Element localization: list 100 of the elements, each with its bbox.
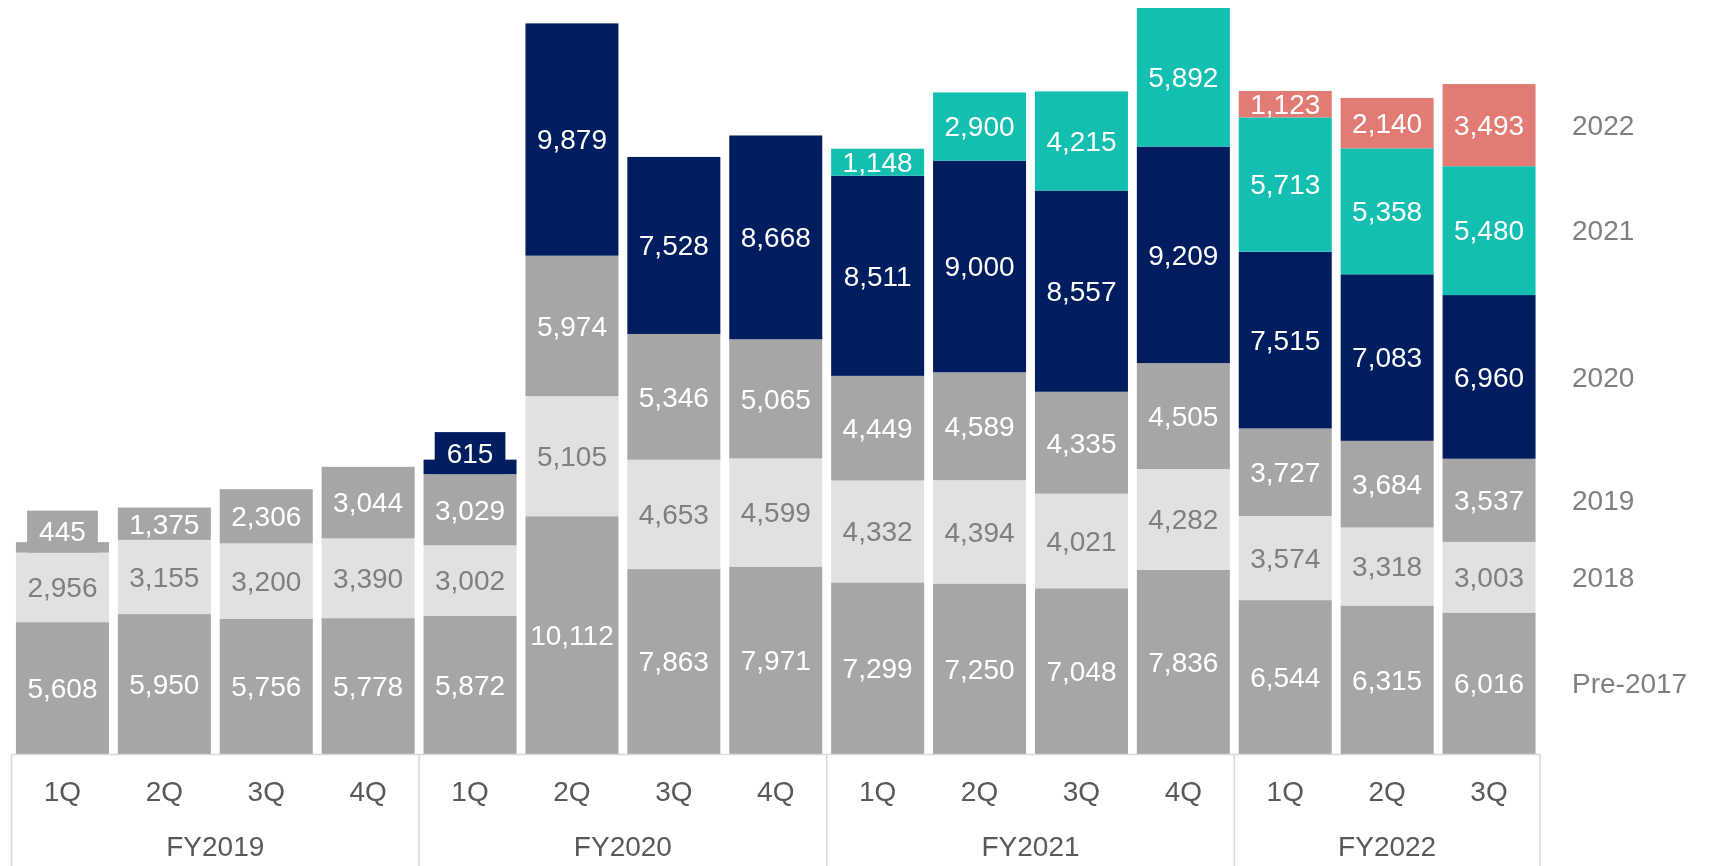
- bar: [1340, 274, 1434, 441]
- bar: [1034, 588, 1128, 754]
- data-label: 5,892: [1148, 62, 1219, 94]
- bar: [1034, 91, 1128, 191]
- x-tick-label: 3Q: [1062, 775, 1101, 807]
- bar: [1238, 251, 1332, 429]
- series-label: 2021: [1572, 215, 1635, 247]
- data-label: 4,215: [1046, 125, 1117, 157]
- bar: [627, 569, 721, 754]
- data-label: 6,016: [1454, 668, 1525, 700]
- bar: [1442, 84, 1536, 167]
- series-label: Pre-2017: [1572, 668, 1688, 700]
- bar: [831, 582, 925, 754]
- bar: [1136, 8, 1230, 147]
- data-label: 3,155: [129, 561, 200, 593]
- bar: [729, 135, 823, 340]
- data-label: 1,375: [129, 508, 200, 540]
- data-label: 445: [39, 516, 86, 548]
- x-tick-label: 3Q: [247, 775, 285, 807]
- data-label: 4,282: [1148, 504, 1219, 536]
- data-label: 2,900: [944, 111, 1015, 143]
- text: FY2022: [1338, 830, 1437, 862]
- data-label: 3,684: [1352, 468, 1423, 500]
- data-label: 4,332: [842, 516, 913, 548]
- x-tick-label: 4Q: [757, 775, 795, 807]
- x-tick-label: 2Q: [960, 775, 999, 807]
- data-label: 4,394: [944, 516, 1015, 548]
- data-label: 5,756: [231, 671, 302, 703]
- series-label: 2020: [1572, 361, 1635, 393]
- data-label: 7,528: [638, 230, 709, 262]
- data-label: 2,140: [1352, 107, 1423, 139]
- data-label: 9,000: [944, 251, 1015, 283]
- data-label: 1,148: [842, 147, 913, 179]
- text: FY2019: [166, 830, 265, 862]
- bar: [1238, 600, 1332, 754]
- bar: [729, 566, 823, 754]
- bar: [831, 480, 925, 583]
- bar: [1136, 469, 1230, 570]
- data-label: 2,956: [27, 572, 98, 604]
- data-label: 5,713: [1250, 169, 1321, 201]
- bar: [219, 543, 313, 619]
- data-label: 8,511: [843, 260, 912, 292]
- data-label: 5,778: [333, 670, 404, 702]
- data-label: 3,493: [1454, 109, 1525, 141]
- bar: [627, 459, 721, 570]
- bar: [321, 466, 415, 539]
- bar: [525, 255, 619, 397]
- data-label: 7,048: [1046, 655, 1117, 687]
- bar: [627, 333, 721, 460]
- x-tick-label: 1Q: [451, 775, 489, 807]
- data-label: 4,021: [1046, 525, 1117, 557]
- bar: [1442, 541, 1536, 613]
- bar: [627, 156, 721, 334]
- bar: [423, 545, 517, 616]
- data-label: 3,044: [333, 487, 404, 519]
- data-label: 3,200: [231, 565, 302, 597]
- series-label: 2022: [1572, 109, 1635, 141]
- bar: [1442, 612, 1536, 754]
- data-label: 3,537: [1454, 485, 1525, 517]
- series-label: 2018: [1572, 562, 1635, 594]
- data-label: 4,653: [638, 499, 709, 531]
- data-label: 3,029: [435, 494, 506, 526]
- data-label: 2,306: [231, 501, 302, 533]
- data-label: 615: [446, 437, 494, 469]
- x-tick-label: 1Q: [43, 775, 82, 807]
- data-label: 7,515: [1250, 324, 1321, 356]
- data-label: 5,872: [435, 669, 506, 701]
- data-label: 4,599: [740, 497, 811, 529]
- data-label: 3,390: [333, 563, 404, 595]
- bar: [321, 538, 415, 619]
- data-label: 5,480: [1454, 215, 1525, 247]
- data-label: 1,123: [1250, 88, 1321, 120]
- x-tick-label: 2Q: [1368, 775, 1406, 807]
- bar: [1442, 166, 1536, 296]
- bar: [117, 614, 211, 754]
- bar: [423, 615, 517, 754]
- data-label: 5,105: [536, 440, 607, 472]
- data-label: 5,358: [1352, 196, 1423, 228]
- bar: [219, 618, 313, 754]
- bar: [933, 372, 1027, 481]
- data-label: 7,971: [740, 645, 811, 677]
- bar: [933, 480, 1027, 584]
- bar: [525, 23, 619, 256]
- x-tick-label: 1Q: [1266, 775, 1304, 807]
- data-label: 3,002: [435, 565, 506, 597]
- bar: [321, 618, 415, 754]
- bar: [729, 458, 823, 567]
- data-label: 7,250: [944, 653, 1015, 685]
- bar: [15, 622, 109, 754]
- data-label: 7,083: [1352, 342, 1423, 374]
- bar: [1340, 440, 1434, 528]
- bar: [933, 92, 1027, 161]
- data-label: 3,318: [1352, 551, 1423, 583]
- data-label: 10,112: [530, 619, 614, 651]
- data-label: 9,209: [1148, 239, 1219, 271]
- data-label: 8,557: [1046, 275, 1117, 307]
- series-label: 2019: [1572, 485, 1635, 517]
- data-label: 8,668: [740, 222, 811, 254]
- x-tick-label: 1Q: [858, 775, 897, 807]
- data-label: 5,346: [638, 381, 709, 413]
